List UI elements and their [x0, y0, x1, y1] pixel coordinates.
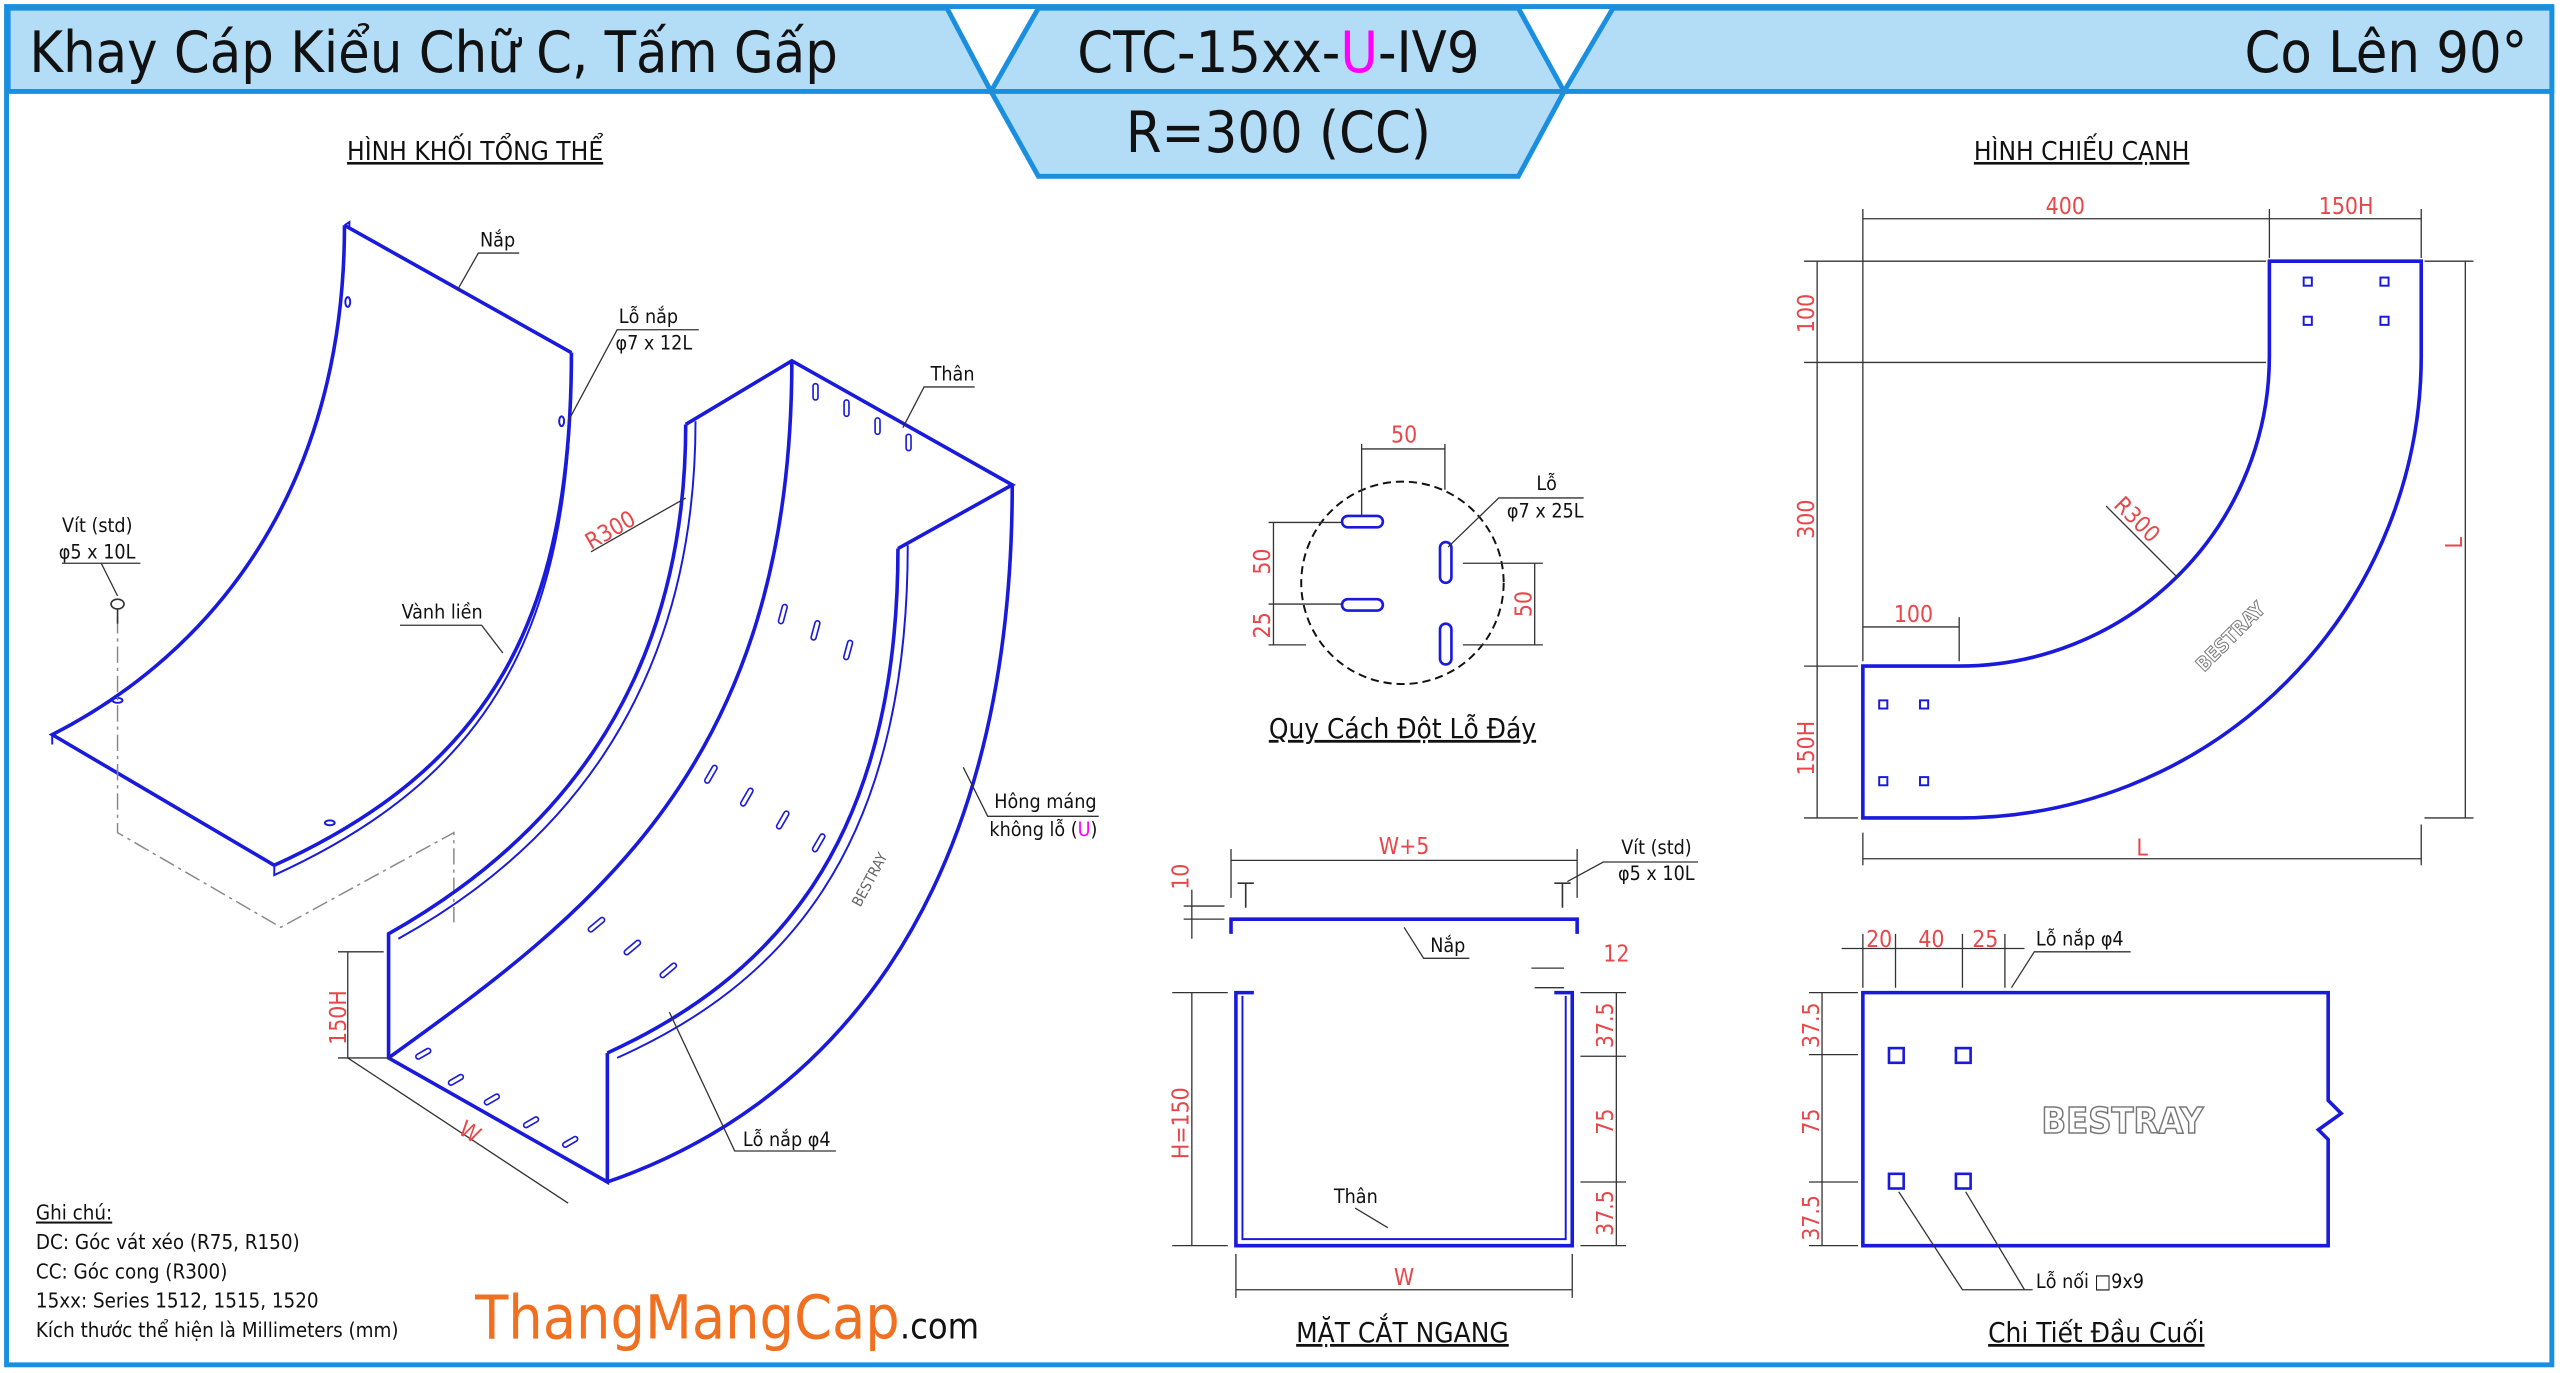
cs-dim-c: 37.5 — [1593, 1190, 1619, 1236]
end-detail-view: 20 40 25 Lỗ nắp φ4 37.5 75 37.5 BESTRAY … — [1799, 927, 2344, 1349]
screw-icon — [1237, 882, 1571, 908]
cover-hole-size: φ7 x 12L — [616, 331, 693, 354]
note-line: 15xx: Series 1512, 1515, 1520 — [36, 1289, 319, 1313]
hole-dim-right: 50 — [1511, 591, 1537, 617]
screw-icon — [110, 598, 125, 624]
cs-dim-10: 10 — [1169, 864, 1195, 890]
radius-label: R300 — [581, 506, 640, 555]
sv-radius: R300 — [2108, 492, 2164, 548]
slot-holes — [415, 382, 912, 1149]
cs-screw-size: φ5 x 10L — [1618, 862, 1695, 885]
header-right-box — [1559, 5, 2555, 94]
width-dim: W — [454, 1116, 485, 1149]
sheet-border — [4, 4, 2555, 1368]
ed-brand-mark: BESTRAY — [2042, 1101, 2204, 1142]
end-detail-title: Chi Tiết Đầu Cuối — [1988, 1316, 2204, 1349]
site-logo: ThangMangCap.com — [474, 1284, 979, 1354]
sv-dim-400: 400 — [2046, 194, 2085, 220]
cover-drawing — [48, 220, 574, 877]
cross-section-view: W+5 Vít (std) φ5 x 10L 10 Nắp 12 37.5 H=… — [1169, 834, 1698, 1349]
bend-type: Co Lên 90° — [2244, 20, 2527, 86]
note-line: DC: Góc vát xéo (R75, R150) — [36, 1230, 300, 1254]
cs-dim-a: 37.5 — [1593, 1002, 1619, 1048]
note-line: Kích thước thể hiện là Millimeters (mm) — [36, 1318, 399, 1342]
cross-section-title: MẶT CẮT NGANG — [1296, 1312, 1509, 1349]
rim-label: Vành liền — [402, 601, 483, 624]
sv-dim-l-h: L — [2136, 835, 2148, 861]
side-view-title: HÌNH CHIẾU CẠNH — [1974, 132, 2190, 167]
ed-dim-b: 75 — [1799, 1108, 1825, 1134]
cs-cover-label: Nắp — [1430, 934, 1465, 957]
hole-dim-left-2: 25 — [1250, 612, 1276, 638]
sv-dim-300: 300 — [1794, 500, 1820, 539]
cs-screw-label: Vít (std) — [1621, 836, 1691, 859]
body-drawing — [386, 358, 1016, 1186]
hole-dim-top: 50 — [1391, 422, 1417, 448]
side-wall-label: Hông máng — [994, 790, 1096, 813]
note-line: CC: Góc cong (R300) — [36, 1259, 227, 1283]
product-code: CTC-15xx-U-IV9 — [1077, 20, 1479, 86]
side-view: HÌNH CHIẾU CẠNH 400 150H 100 300 R300 L … — [1794, 132, 2474, 866]
sv-brand-mark: BESTRAY — [2191, 597, 2270, 676]
sv-dim-100-v: 100 — [1794, 294, 1820, 333]
title-block: Khay Cáp Kiểu Chữ C, Tấm Gấp CTC-15xx-U-… — [5, 5, 2555, 179]
header-center-bottom — [986, 88, 1569, 179]
iso-view: HÌNH KHỐI TỔNG THỂ — [48, 132, 1099, 1204]
body-label: Thân — [930, 362, 975, 385]
cs-width-bottom: W — [1394, 1265, 1414, 1291]
cs-dim-b: 75 — [1593, 1108, 1619, 1134]
ed-dim-20: 20 — [1866, 927, 1892, 953]
ed-cover-hole: Lỗ nắp φ4 — [2036, 927, 2124, 950]
notes: Ghi chú: DC: Góc vát xéo (R75, R150) CC:… — [36, 1201, 399, 1343]
height-dim: 150H — [326, 990, 352, 1045]
ed-dim-a: 37.5 — [1799, 1002, 1825, 1048]
hole-label: Lỗ — [1536, 472, 1557, 495]
sv-dim-150h-top: 150H — [2319, 194, 2374, 220]
brand-mark: BESTRAY — [849, 849, 892, 909]
side-wall-note: không lỗ (U) — [989, 818, 1097, 841]
ed-dim-40: 40 — [1918, 927, 1944, 953]
cs-width-top: W+5 — [1379, 834, 1430, 860]
sv-dim-100-h: 100 — [1894, 602, 1933, 628]
sv-dim-150h-left: 150H — [1794, 721, 1820, 776]
screw-label: Vít (std) — [62, 514, 132, 537]
cover-hole-small-label: Lỗ nắp φ4 — [743, 1128, 831, 1151]
leaders — [62, 252, 1099, 1204]
cover-hole-label: Lỗ nắp — [619, 305, 678, 328]
cs-height: H=150 — [1169, 1087, 1195, 1159]
hole-dim-left-1: 50 — [1250, 549, 1276, 575]
radius-spec: R=300 (CC) — [1126, 100, 1431, 166]
notes-heading: Ghi chú: — [36, 1201, 112, 1225]
ed-joint-hole: Lỗ nối □9x9 — [2036, 1270, 2144, 1293]
iso-view-title: HÌNH KHỐI TỔNG THỂ — [347, 132, 603, 167]
ed-dim-c: 37.5 — [1799, 1195, 1825, 1241]
hole-size: φ7 x 25L — [1507, 500, 1584, 523]
cover-label: Nắp — [480, 229, 515, 252]
product-title: Khay Cáp Kiểu Chữ C, Tấm Gấp — [29, 20, 837, 86]
hole-pattern-title: Quy Cách Đột Lỗ Đáy — [1269, 712, 1536, 745]
ed-dim-25: 25 — [1972, 927, 1998, 953]
hole-pattern-view: 50 Lỗ φ7 x 25L 50 25 50 Quy Cách Đột Lỗ … — [1250, 422, 1584, 744]
cs-body-label: Thân — [1333, 1185, 1378, 1208]
screw-size: φ5 x 10L — [59, 540, 136, 563]
cs-dim-12: 12 — [1603, 942, 1629, 968]
sv-dim-l-v: L — [2442, 537, 2468, 549]
